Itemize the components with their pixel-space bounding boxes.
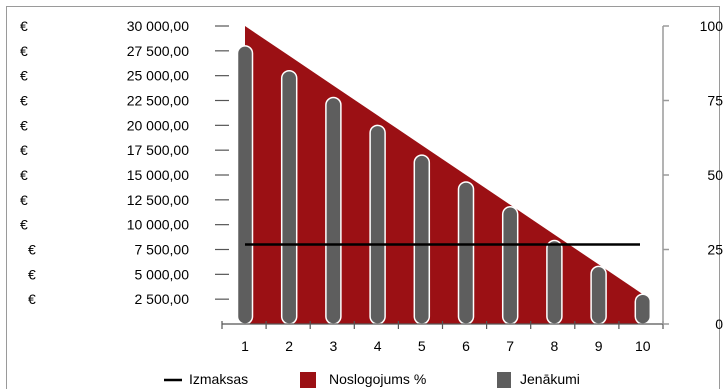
right-axis-tick-label: 75: [707, 93, 723, 109]
left-axis-currency: €: [28, 266, 36, 282]
left-axis-currency: €: [20, 117, 28, 133]
bar-jenakumi: [634, 293, 652, 325]
left-axis-currency: €: [20, 142, 28, 158]
left-axis-tick-label: 5 000,00: [135, 266, 190, 282]
x-axis-tick-label: 5: [418, 338, 426, 354]
bar-jenakumi: [369, 124, 386, 325]
bars-layer: [236, 45, 652, 325]
axes-layer: €2 500,00€ 5 000,00€ 7 500,00€ 10 000,00€ 12…: [20, 18, 723, 354]
left-axis-tick-label: 12 500,00: [127, 192, 189, 208]
bar-jenakumi: [501, 206, 519, 325]
legend-swatch-noslogojums: [300, 372, 316, 388]
legend-label-noslogojums: Noslogojums %: [329, 371, 426, 387]
legend-label-izmaksas: Izmaksas: [189, 371, 248, 387]
right-axis-tick-label: 0: [715, 316, 723, 332]
left-axis-tick-label: 10 000,00: [127, 217, 189, 233]
legend-swatch-jenakumi: [497, 372, 511, 388]
left-axis-currency: €: [28, 242, 36, 258]
x-axis-tick-label: 4: [374, 338, 382, 354]
left-axis-tick-label: 25 000,00: [127, 68, 189, 84]
left-axis-tick-label: 7 500,00: [135, 242, 190, 258]
left-axis-currency: €: [20, 217, 28, 233]
left-axis-currency: €: [20, 18, 28, 34]
x-axis-tick-label: 8: [551, 338, 559, 354]
bar-jenakumi: [236, 45, 254, 325]
left-axis-tick-label: 17 500,00: [127, 142, 189, 158]
left-axis-currency: €: [20, 68, 28, 84]
bar-jenakumi: [590, 265, 607, 325]
legend: Izmaksas Noslogojums % Jenākumi: [164, 371, 580, 388]
right-axis-tick-label: 50: [707, 167, 723, 183]
bar-jenakumi: [325, 96, 342, 325]
x-axis-tick-label: 10: [635, 338, 651, 354]
left-axis-tick-label: 27 500,00: [127, 43, 189, 59]
left-axis-tick-label: 20 000,00: [127, 117, 189, 133]
left-axis-currency: €: [20, 43, 28, 59]
left-axis-tick-label: 30 000,00: [127, 18, 189, 34]
x-axis-tick-label: 6: [462, 338, 470, 354]
area-layer: [245, 26, 643, 324]
bar-jenakumi: [413, 154, 431, 325]
bar-jenakumi: [280, 69, 298, 325]
chart-frame: [6, 6, 720, 389]
x-axis-tick-label: 9: [595, 338, 603, 354]
left-axis-currency: €: [20, 192, 28, 208]
left-axis-currency: €: [20, 167, 28, 183]
right-axis-tick-label: 100: [700, 18, 724, 34]
left-axis-tick-label: 22 500,00: [127, 93, 189, 109]
left-axis-tick-label: 2 500,00: [135, 291, 190, 307]
x-axis-tick-label: 2: [285, 338, 293, 354]
x-axis-tick-label: 3: [330, 338, 338, 354]
bar-jenakumi: [546, 239, 563, 325]
x-axis-tick-label: 1: [241, 338, 249, 354]
right-axis-tick-label: 25: [707, 242, 723, 258]
area-noslogojums: [245, 26, 643, 324]
left-axis-tick-label: 15 000,00: [127, 167, 189, 183]
left-axis-currency: €: [28, 291, 36, 307]
legend-label-jenakumi: Jenākumi: [520, 371, 580, 387]
bar-jenakumi: [457, 181, 475, 325]
x-axis-tick-label: 7: [506, 338, 514, 354]
left-axis-currency: €: [20, 93, 28, 109]
